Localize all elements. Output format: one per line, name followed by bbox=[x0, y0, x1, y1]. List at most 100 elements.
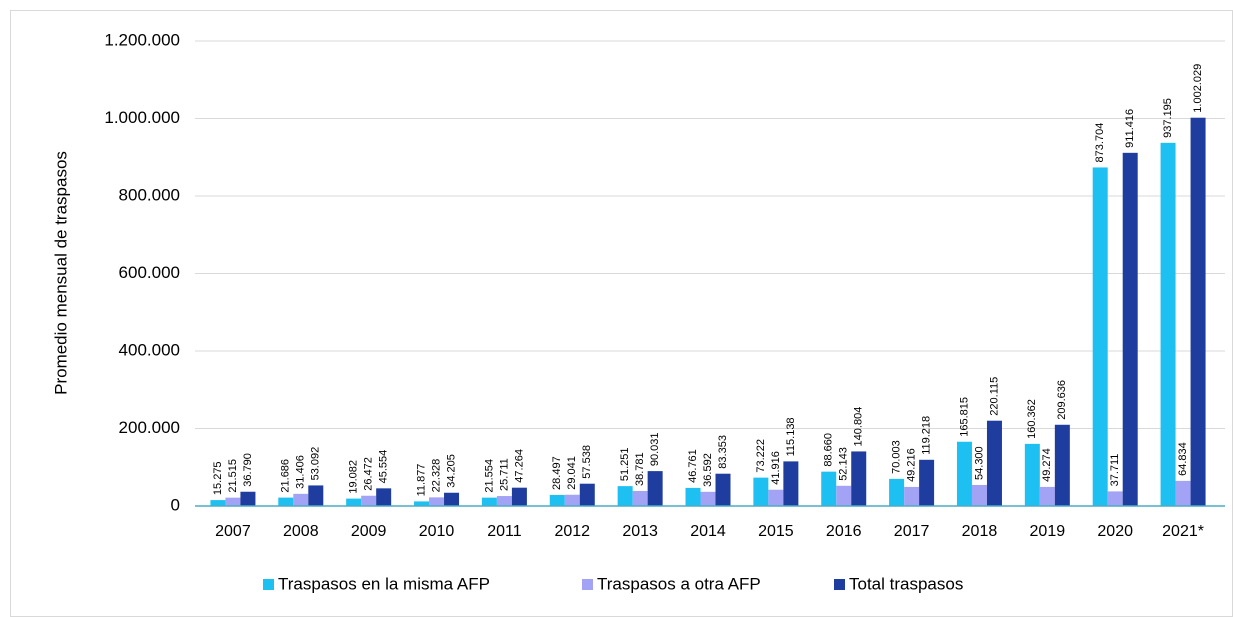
value-label: 15.275 bbox=[212, 461, 224, 495]
bar bbox=[1054, 424, 1070, 506]
bar bbox=[700, 491, 716, 506]
bar bbox=[971, 484, 987, 506]
value-label: 38.781 bbox=[634, 452, 646, 486]
value-label: 49.216 bbox=[906, 448, 918, 482]
bar bbox=[1122, 152, 1138, 506]
x-tick-label: 2018 bbox=[962, 523, 998, 540]
value-label: 88.660 bbox=[823, 433, 835, 467]
bar bbox=[1107, 491, 1123, 506]
x-tick-label: 2021* bbox=[1162, 523, 1204, 540]
value-label: 21.554 bbox=[483, 459, 495, 493]
value-label: 46.761 bbox=[687, 449, 699, 483]
bar bbox=[444, 492, 460, 506]
value-label: 911.416 bbox=[1124, 109, 1136, 148]
y-tick-label: 1.200.000 bbox=[104, 30, 180, 49]
value-label: 937.195 bbox=[1162, 98, 1174, 138]
value-label: 34.205 bbox=[445, 454, 457, 488]
value-label: 36.790 bbox=[242, 453, 254, 487]
value-label: 49.274 bbox=[1041, 448, 1053, 482]
bar bbox=[361, 495, 377, 506]
bar bbox=[632, 490, 648, 506]
bar bbox=[278, 497, 294, 506]
bar bbox=[579, 483, 595, 506]
bar bbox=[1092, 167, 1108, 506]
bar bbox=[210, 500, 226, 506]
x-tick-label: 2009 bbox=[351, 523, 387, 540]
value-label: 873.704 bbox=[1094, 123, 1106, 163]
x-tick-label: 2012 bbox=[554, 523, 590, 540]
value-label: 165.815 bbox=[958, 397, 970, 437]
y-axis-title: Promedio mensual de traspasos bbox=[51, 151, 70, 395]
value-label: 11.877 bbox=[415, 464, 427, 497]
bar bbox=[225, 497, 241, 506]
y-tick-label: 1.000.000 bbox=[104, 108, 180, 127]
value-label: 36.592 bbox=[702, 453, 714, 487]
bar bbox=[753, 477, 769, 506]
bar bbox=[414, 501, 430, 506]
x-tick-label: 2011 bbox=[487, 523, 522, 540]
value-label: 25.711 bbox=[498, 458, 510, 491]
bar bbox=[496, 496, 512, 506]
value-label: 21.515 bbox=[227, 459, 239, 493]
value-label: 21.686 bbox=[280, 459, 292, 493]
legend-swatch bbox=[834, 579, 845, 590]
value-label: 26.472 bbox=[363, 457, 375, 491]
bar bbox=[956, 441, 972, 506]
value-label: 209.636 bbox=[1056, 380, 1068, 420]
bar bbox=[904, 486, 920, 506]
x-tick-label: 2013 bbox=[622, 523, 658, 540]
value-label: 1.002.029 bbox=[1192, 64, 1204, 113]
value-label: 90.031 bbox=[649, 432, 661, 466]
x-tick-label: 2020 bbox=[1097, 523, 1133, 540]
x-tick-label: 2014 bbox=[690, 523, 726, 540]
legend-label: Total traspasos bbox=[849, 574, 963, 593]
value-label: 54.300 bbox=[973, 446, 985, 480]
value-label: 140.804 bbox=[853, 407, 865, 447]
bar bbox=[768, 489, 784, 506]
value-label: 47.264 bbox=[513, 449, 525, 483]
value-label: 160.362 bbox=[1026, 399, 1038, 439]
bar bbox=[889, 478, 905, 506]
bar bbox=[376, 488, 392, 506]
bar bbox=[549, 494, 565, 506]
bar bbox=[715, 473, 731, 506]
bar bbox=[647, 471, 663, 506]
value-label: 115.138 bbox=[785, 417, 797, 456]
x-tick-label: 2008 bbox=[283, 523, 319, 540]
legend-swatch bbox=[582, 579, 593, 590]
value-label: 19.082 bbox=[348, 460, 360, 494]
bar bbox=[821, 471, 837, 506]
bar bbox=[346, 498, 362, 506]
bar bbox=[564, 494, 580, 506]
bar bbox=[240, 491, 256, 506]
value-label: 53.092 bbox=[310, 447, 322, 481]
x-tick-label: 2015 bbox=[758, 523, 794, 540]
x-tick-label: 2017 bbox=[894, 523, 930, 540]
value-label: 220.115 bbox=[988, 377, 1000, 416]
value-label: 29.041 bbox=[566, 456, 578, 490]
bar bbox=[1024, 443, 1040, 506]
bar bbox=[293, 493, 309, 506]
y-tick-label: 600.000 bbox=[119, 263, 180, 282]
legend-label: Traspasos a otra AFP bbox=[597, 574, 761, 593]
y-tick-label: 0 bbox=[171, 495, 180, 514]
y-tick-label: 200.000 bbox=[119, 418, 180, 437]
value-label: 52.143 bbox=[838, 447, 850, 481]
x-tick-label: 2007 bbox=[215, 523, 251, 540]
value-label: 31.406 bbox=[295, 455, 307, 489]
bar bbox=[481, 497, 497, 506]
x-tick-label: 2010 bbox=[419, 523, 455, 540]
value-label: 73.222 bbox=[755, 439, 767, 473]
bar bbox=[511, 487, 527, 506]
bar bbox=[1190, 117, 1206, 507]
legend-swatch bbox=[263, 579, 274, 590]
value-label: 28.497 bbox=[551, 456, 563, 490]
legend-label: Traspasos en la misma AFP bbox=[278, 574, 490, 593]
value-label: 64.834 bbox=[1177, 442, 1189, 476]
value-label: 119.218 bbox=[921, 416, 933, 455]
bar bbox=[986, 420, 1002, 506]
bar bbox=[429, 497, 445, 506]
bar bbox=[1175, 480, 1191, 506]
value-label: 37.711 bbox=[1109, 454, 1121, 487]
